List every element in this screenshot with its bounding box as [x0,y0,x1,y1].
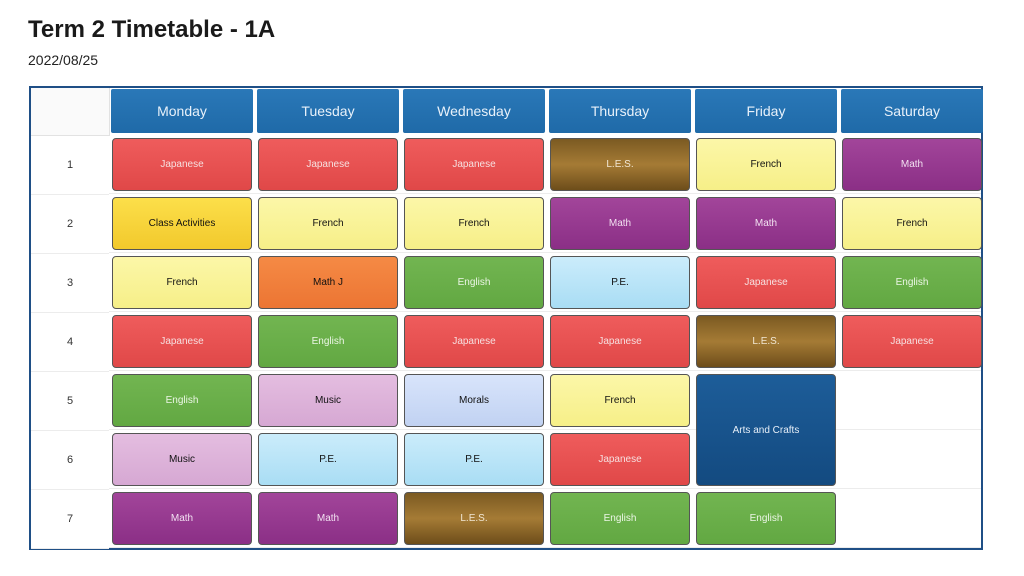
class-cell-thursday-p2[interactable]: Math [550,197,690,250]
day-header-tuesday: Tuesday [257,89,399,133]
row-divider [109,429,981,430]
class-cell-wednesday-p7[interactable]: L.E.S. [404,492,544,545]
class-cell-friday-p1[interactable]: French [696,138,836,191]
period-label-1: 1 [31,135,109,195]
period-label-4: 4 [31,312,109,372]
class-cell-saturday-p2[interactable]: French [842,197,982,250]
class-cell-wednesday-p3[interactable]: English [404,256,544,309]
class-cell-monday-p6[interactable]: Music [112,433,252,486]
day-header-friday: Friday [695,89,837,133]
day-header-wednesday: Wednesday [403,89,545,133]
class-cell-monday-p2[interactable]: Class Activities [112,197,252,250]
class-cell-friday-p2[interactable]: Math [696,197,836,250]
period-label-6: 6 [31,430,109,490]
class-cell-thursday-p4[interactable]: Japanese [550,315,690,368]
class-cell-friday-p4[interactable]: L.E.S. [696,315,836,368]
class-cell-monday-p7[interactable]: Math [112,492,252,545]
class-cell-wednesday-p4[interactable]: Japanese [404,315,544,368]
class-cell-tuesday-p2[interactable]: French [258,197,398,250]
class-cell-monday-p4[interactable]: Japanese [112,315,252,368]
class-cell-friday-p5[interactable]: Arts and Crafts [696,374,836,486]
class-cell-tuesday-p4[interactable]: English [258,315,398,368]
class-cell-thursday-p7[interactable]: English [550,492,690,545]
grid-corner [31,88,110,136]
class-cell-tuesday-p3[interactable]: Math J [258,256,398,309]
timetable-grid: Monday Tuesday Wednesday Thursday Friday Satu… [29,86,983,550]
page-date: 2022/08/25 [28,52,99,68]
class-cell-wednesday-p6[interactable]: P.E. [404,433,544,486]
class-cell-friday-p3[interactable]: Japanese [696,256,836,309]
class-cell-thursday-p5[interactable]: French [550,374,690,427]
period-label-2: 2 [31,194,109,254]
class-cell-saturday-p3[interactable]: English [842,256,982,309]
class-cell-tuesday-p6[interactable]: P.E. [258,433,398,486]
row-divider [109,370,981,371]
row-divider [109,547,981,548]
class-cell-wednesday-p2[interactable]: French [404,197,544,250]
period-label-5: 5 [31,371,109,431]
row-divider [109,193,981,194]
class-cell-thursday-p6[interactable]: Japanese [550,433,690,486]
class-cell-monday-p5[interactable]: English [112,374,252,427]
row-divider [109,252,981,253]
row-divider [109,488,981,489]
period-label-3: 3 [31,253,109,313]
class-cell-wednesday-p1[interactable]: Japanese [404,138,544,191]
class-cell-saturday-p4[interactable]: Japanese [842,315,982,368]
period-label-7: 7 [31,489,109,549]
class-cell-thursday-p3[interactable]: P.E. [550,256,690,309]
class-cell-monday-p1[interactable]: Japanese [112,138,252,191]
day-header-thursday: Thursday [549,89,691,133]
class-cell-friday-p7[interactable]: English [696,492,836,545]
class-cell-thursday-p1[interactable]: L.E.S. [550,138,690,191]
day-header-monday: Monday [111,89,253,133]
class-cell-wednesday-p5[interactable]: Morals [404,374,544,427]
row-divider [109,311,981,312]
class-cell-tuesday-p7[interactable]: Math [258,492,398,545]
class-cell-tuesday-p1[interactable]: Japanese [258,138,398,191]
day-header-saturday: Saturday [841,89,983,133]
class-cell-tuesday-p5[interactable]: Music [258,374,398,427]
class-cell-monday-p3[interactable]: French [112,256,252,309]
page-title: Term 2 Timetable - 1A [28,16,276,43]
class-cell-saturday-p1[interactable]: Math [842,138,982,191]
